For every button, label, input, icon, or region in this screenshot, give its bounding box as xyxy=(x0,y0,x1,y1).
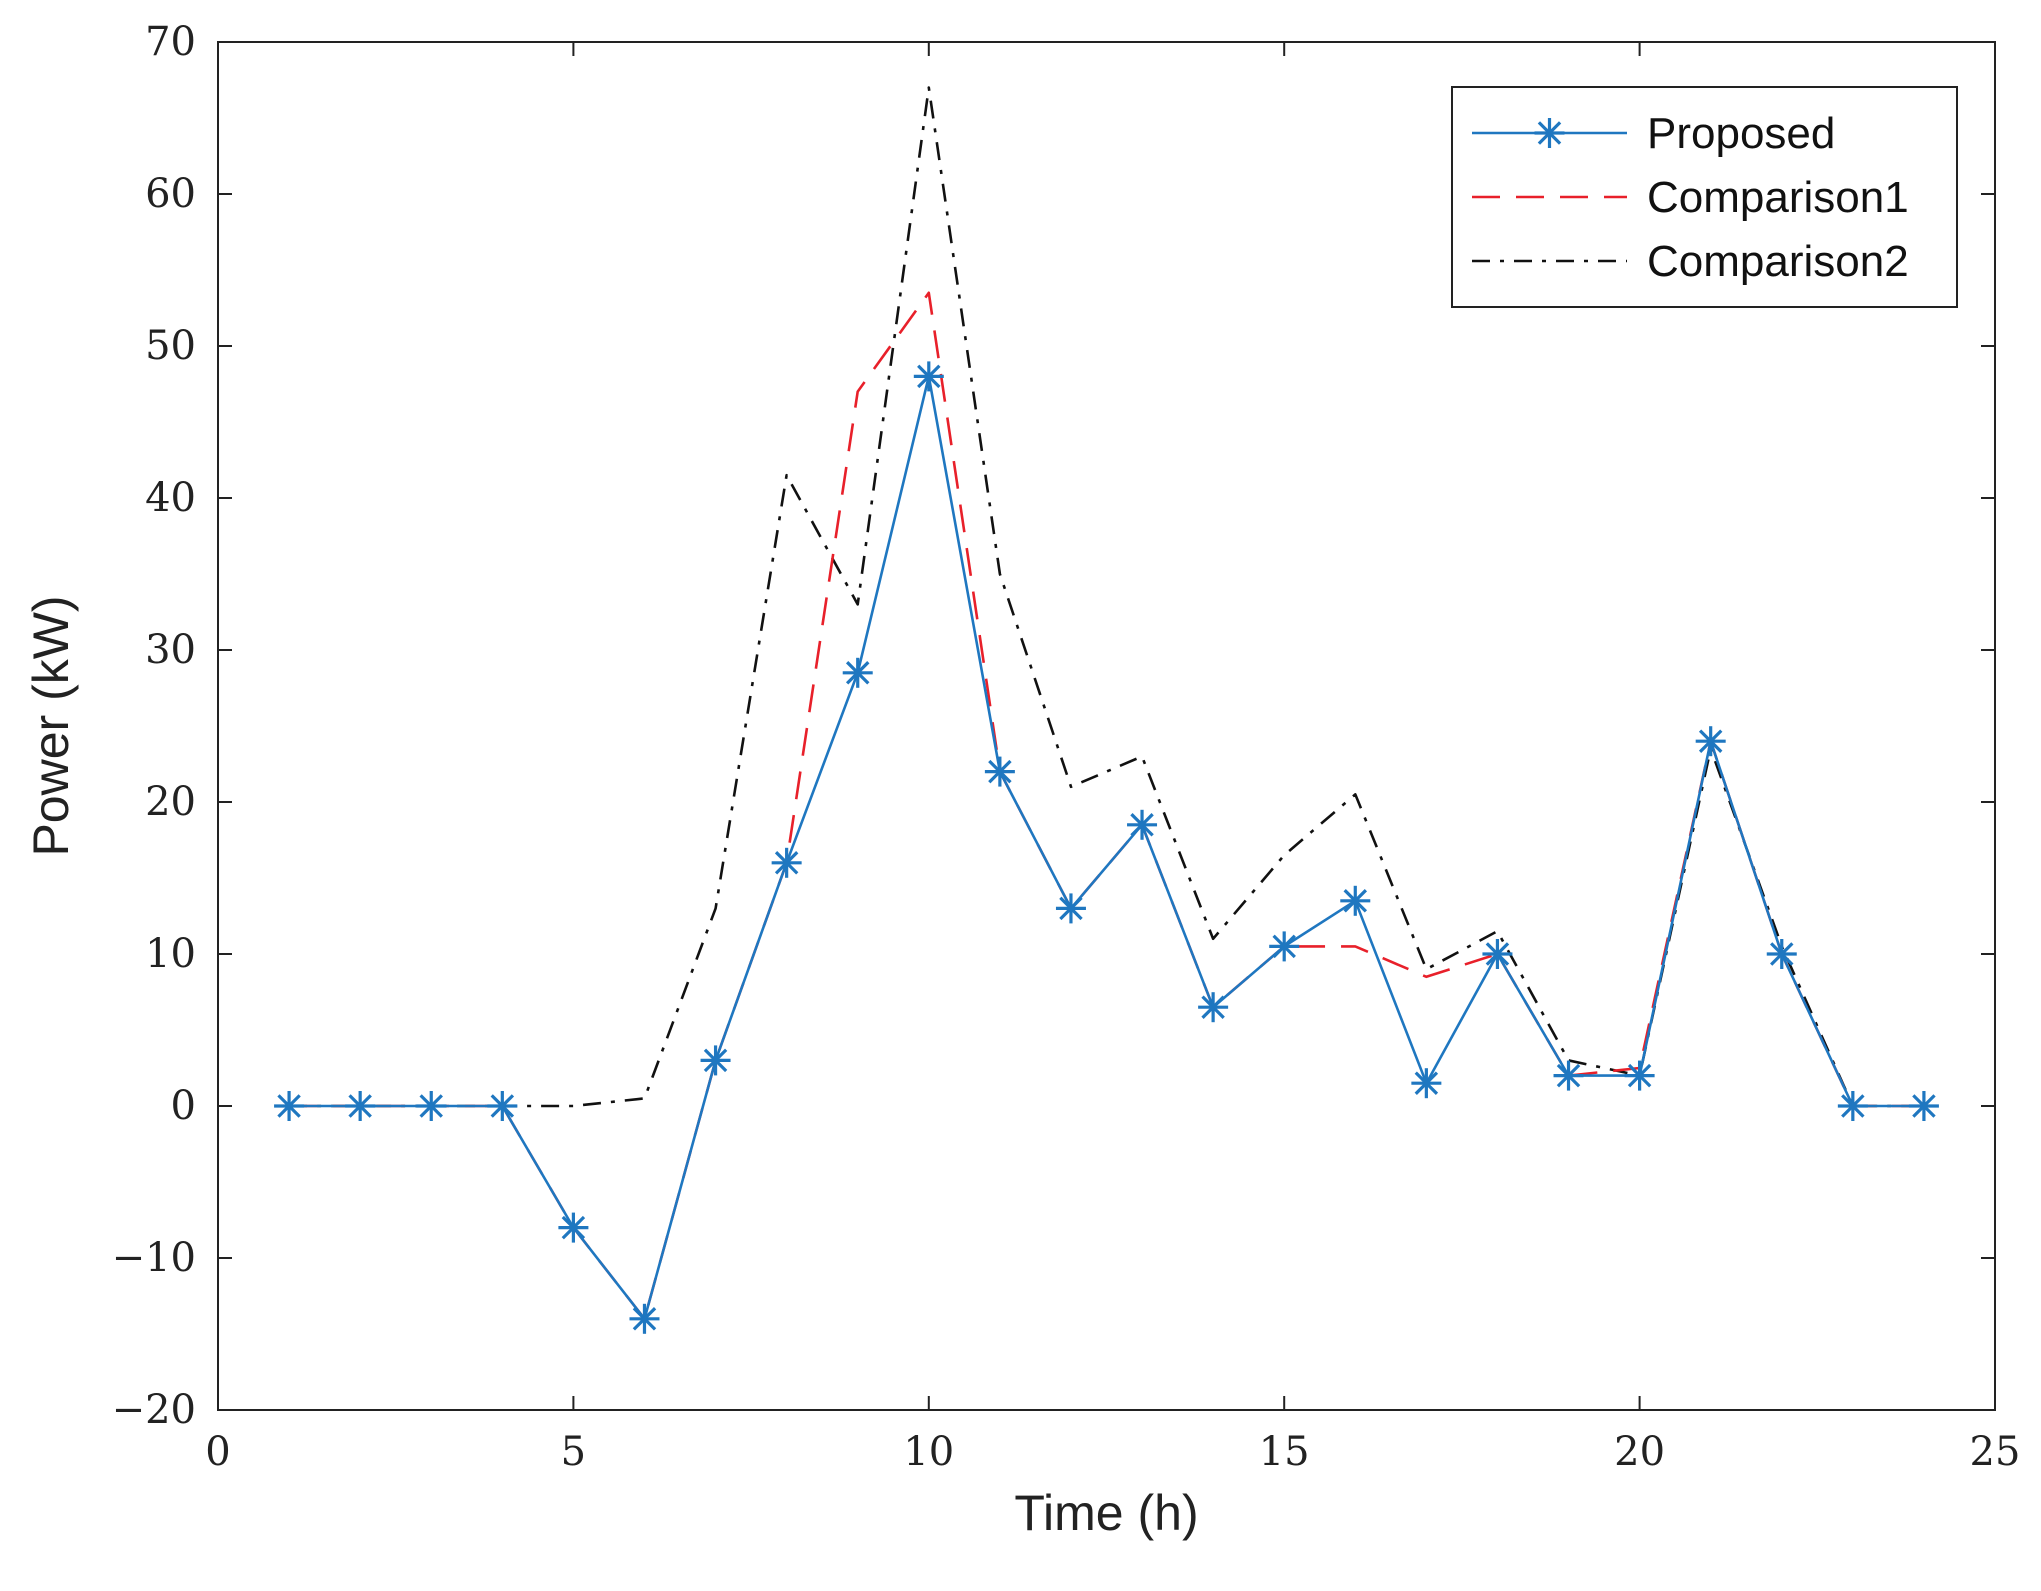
data-point-proposed xyxy=(1340,885,1371,916)
x-axis-label: Time (h) xyxy=(1014,1485,1198,1541)
y-tick-label: 10 xyxy=(145,931,196,977)
data-point-proposed xyxy=(629,1303,660,1334)
series-layer xyxy=(274,86,1939,1334)
plot-area-frame xyxy=(217,41,1996,1411)
x-tick-label: 5 xyxy=(561,1429,586,1475)
legend-label: Comparison2 xyxy=(1647,237,1909,286)
series-line-proposed xyxy=(289,375,1924,1321)
data-point-proposed xyxy=(913,361,944,392)
y-tick-label: 20 xyxy=(145,779,196,825)
legend-label: Proposed xyxy=(1647,109,1835,158)
y-tick-label: 60 xyxy=(145,171,196,217)
legend-label: Comparison1 xyxy=(1647,173,1909,222)
y-tick-label: 0 xyxy=(171,1083,196,1129)
axis-ticks: 0 5 10 15 20 25 −20 −10 0 10 20 30 40 50 60 70 xyxy=(112,19,2021,1475)
y-tick-label: 70 xyxy=(145,19,196,65)
data-point-proposed xyxy=(1198,992,1229,1023)
data-point-proposed xyxy=(487,1091,518,1121)
legend-star-marker xyxy=(1534,118,1565,148)
data-point-proposed xyxy=(984,756,1015,787)
legend-entry-comparison1: Comparison1 xyxy=(1472,173,1909,222)
data-point-proposed xyxy=(274,1091,305,1121)
data-point-proposed xyxy=(1553,1060,1584,1091)
data-point-proposed xyxy=(1411,1068,1442,1099)
x-tick-label: 20 xyxy=(1614,1429,1665,1475)
data-point-proposed xyxy=(1624,1060,1655,1091)
x-tick-label: 10 xyxy=(903,1429,954,1475)
x-tick-label: 0 xyxy=(205,1429,230,1475)
data-point-proposed xyxy=(1269,931,1300,962)
data-point-proposed xyxy=(1055,893,1086,924)
data-point-proposed xyxy=(558,1212,589,1243)
y-axis-label: Power (kW) xyxy=(23,595,79,856)
x-tick-label: 25 xyxy=(1970,1429,2021,1475)
y-tick-label: 30 xyxy=(145,627,196,673)
data-point-proposed xyxy=(416,1091,447,1121)
data-point-proposed xyxy=(1908,1091,1939,1121)
data-point-proposed xyxy=(1766,939,1797,969)
legend-entry-comparison2: Comparison2 xyxy=(1472,237,1909,286)
data-point-proposed xyxy=(842,657,873,688)
y-tick-label: −10 xyxy=(112,1235,196,1281)
legend-entry-proposed: Proposed xyxy=(1472,109,1835,158)
data-point-proposed xyxy=(1837,1091,1868,1121)
y-tick-label: 50 xyxy=(145,323,196,369)
y-tick-label: 40 xyxy=(145,475,196,521)
data-point-proposed xyxy=(345,1091,376,1121)
x-tick-label: 15 xyxy=(1259,1429,1310,1475)
data-point-proposed xyxy=(1695,726,1726,757)
legend: Proposed Comparison1 Comparison2 xyxy=(1451,86,1958,308)
data-point-proposed xyxy=(700,1045,731,1076)
data-point-proposed xyxy=(1482,939,1513,969)
y-tick-label: −20 xyxy=(112,1387,196,1433)
data-point-proposed xyxy=(771,847,802,878)
data-point-proposed xyxy=(1127,809,1158,840)
